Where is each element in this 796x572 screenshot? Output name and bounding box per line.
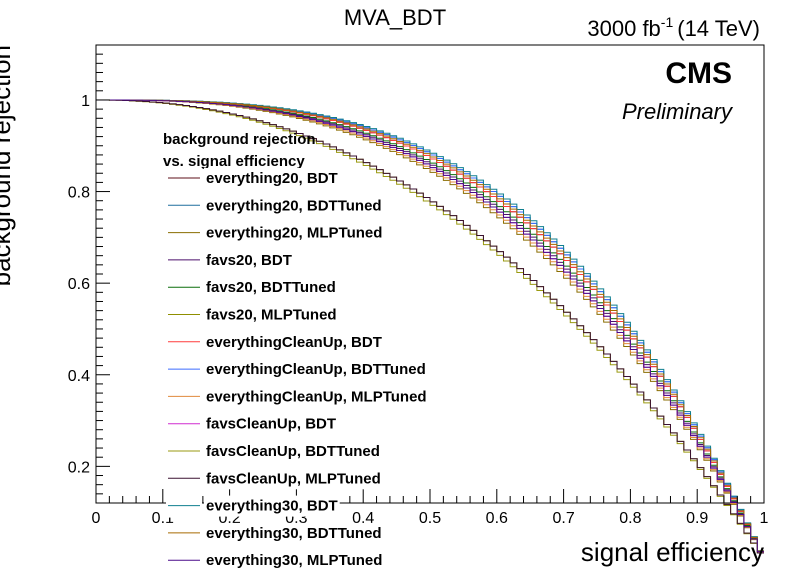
lumi-label: 3000 fb <box>587 16 660 41</box>
legend-entry: everything20, BDT <box>206 170 338 187</box>
status-label: Preliminary <box>622 99 734 124</box>
legend-entry-bg <box>204 249 294 271</box>
legend-entry: favs20, MLPTuned <box>206 307 337 324</box>
x-axis-label: signal efficiency <box>581 537 764 567</box>
legend-entry-bg <box>204 168 340 189</box>
series-curves <box>96 99 764 554</box>
lumi-energy-label: 3000 fb-1 (14 TeV) <box>587 14 760 41</box>
x-tick-label: 0 <box>92 510 101 527</box>
legend-entry: everything20, BDTTuned <box>206 197 382 214</box>
y-tick-label: 0.4 <box>68 368 90 385</box>
legend-entry-bg <box>204 277 338 299</box>
legend-entry-bg <box>204 413 339 435</box>
legend-entry: everything30, BDTTuned <box>206 525 382 542</box>
x-tick-label: 0.8 <box>619 510 641 527</box>
y-tick-label: 0.2 <box>68 459 90 476</box>
legend-entry-bg <box>204 522 384 544</box>
legend-entry: favsCleanUp, BDTTuned <box>206 443 380 460</box>
legend-swatch-bg <box>166 331 202 354</box>
legend-swatch-bg <box>166 304 202 327</box>
legend-entry: everything30, MLPTuned <box>206 552 382 569</box>
y-tick-label: 1 <box>81 93 90 110</box>
legend-swatch-bg <box>166 359 202 382</box>
legend-entry: favs20, BDT <box>206 252 292 269</box>
series-curve-13 <box>96 99 764 552</box>
legend-entry: favsCleanUp, MLPTuned <box>206 470 381 487</box>
legend-swatch-bg <box>166 195 202 218</box>
legend-entry-bg <box>204 359 428 381</box>
x-tick-label: 0.5 <box>419 510 441 527</box>
legend-swatch-bg <box>166 522 202 545</box>
legend-swatch-bg <box>166 168 202 190</box>
legend-swatch-bg <box>166 413 202 436</box>
legend-entry-bg <box>204 304 339 326</box>
legend-swatch-bg <box>166 441 202 463</box>
legend-entry: favsCleanUp, BDT <box>206 416 336 433</box>
legend-entry-bg <box>204 550 385 572</box>
y-tick-label: 0.8 <box>68 185 90 202</box>
legend-entry: everythingCleanUp, MLPTuned <box>206 388 427 405</box>
legend-swatch-bg <box>166 386 202 409</box>
legend-entry: everything30, BDT <box>206 498 338 515</box>
legend-entry-bg <box>204 441 382 462</box>
legend-entry: favs20, BDTTuned <box>206 279 336 296</box>
legend-entry: everythingCleanUp, BDT <box>206 334 382 351</box>
legend-swatch-bg <box>166 249 202 272</box>
legend-entry-bg <box>204 468 383 490</box>
x-tick-label: 1 <box>760 510 769 527</box>
legend-title-line1: background rejection <box>163 131 316 148</box>
y-axis-label: background rejection <box>0 45 16 286</box>
legend-swatch-bg <box>166 468 202 491</box>
legend-entry-bg <box>204 386 429 408</box>
series-curve-14 <box>96 99 764 553</box>
legend-entry-bg <box>204 195 384 217</box>
x-tick-label: 0.7 <box>552 510 574 527</box>
legend-title-line2: vs. signal efficiency <box>163 153 305 170</box>
legend-swatch-bg <box>166 495 202 518</box>
chart-title: MVA_BDT <box>344 5 446 30</box>
legend-swatch-bg <box>166 222 202 245</box>
series-curve-11 <box>96 99 764 554</box>
lumi-exponent: -1 <box>661 14 674 30</box>
legend-entry: everythingCleanUp, BDTTuned <box>206 361 426 378</box>
legend-entry-bg <box>204 331 384 353</box>
x-tick-label: 0.4 <box>352 510 374 527</box>
legend: background rejection vs. signal efficienc… <box>163 131 429 572</box>
legend-entry-bg <box>204 222 385 244</box>
legend-swatch-bg <box>166 550 202 572</box>
legend-entry: everything20, MLPTuned <box>206 225 382 242</box>
energy-label: (14 TeV) <box>677 16 760 41</box>
x-tick-label: 0.9 <box>686 510 708 527</box>
y-tick-label: 0.6 <box>68 276 90 293</box>
legend-entry-bg <box>204 495 340 517</box>
experiment-label: CMS <box>665 57 732 90</box>
x-tick-label: 0.6 <box>486 510 508 527</box>
legend-swatch-bg <box>166 277 202 300</box>
